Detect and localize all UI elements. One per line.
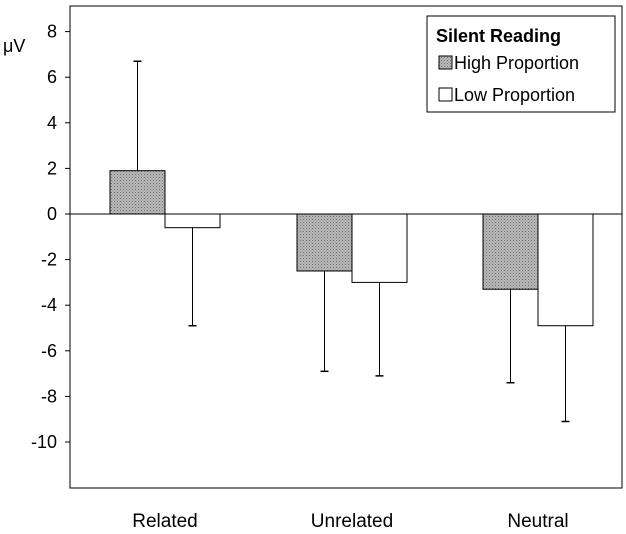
legend-swatch-high-proportion [438,55,453,70]
y-tick-label: 8 [47,22,57,42]
legend-label-high-proportion: High Proportion [454,53,579,73]
legend: Silent Reading High Proportion Low Propo… [426,15,616,113]
legend-label-low-proportion: Low Proportion [454,85,575,105]
y-tick-label: 6 [47,67,57,87]
bar-high-proportion-related [109,170,166,215]
y-tick-label: -10 [31,432,57,452]
y-tick-label: -8 [41,386,57,406]
category-label-unrelated: Unrelated [311,511,393,532]
legend-title: Silent Reading [436,26,561,46]
y-tick-label: 2 [47,158,57,178]
plot-frame [69,5,623,489]
category-label-neutral: Neutral [507,511,568,532]
y-axis-label: μV [3,36,25,56]
legend-swatch-low-proportion [438,87,453,102]
bar-low-proportion-unrelated [351,213,408,283]
legend-box [426,15,616,113]
error-bars [133,60,570,423]
y-tick-label: -2 [41,250,57,270]
bar-low-proportion-related [164,213,221,229]
y-tick-label: -6 [41,341,57,361]
y-tick-label: 0 [47,204,57,224]
category-labels: Related Unrelated Neutral [132,511,568,532]
bar-low-proportion-neutral [537,213,594,327]
y-tick-label: -4 [41,295,57,315]
bar-high-proportion-unrelated [296,213,353,272]
bars [109,170,594,327]
category-label-related: Related [132,511,198,532]
y-tick-label: 4 [47,113,57,133]
y-axis-ticks: 8 6 4 2 0 -2 -4 -6 -8 -10 [31,22,70,452]
bar-high-proportion-neutral [482,213,539,290]
